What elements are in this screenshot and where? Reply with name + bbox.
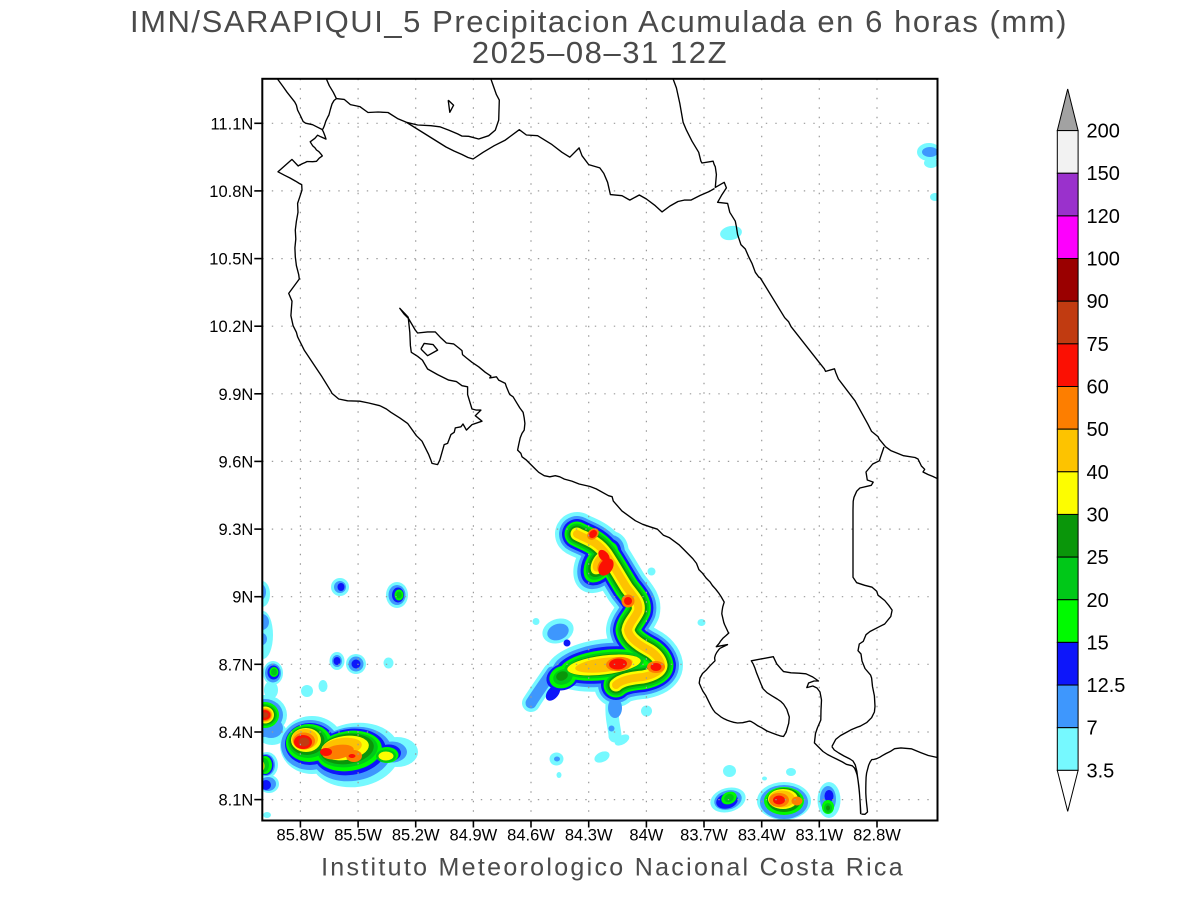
svg-text:85.8W: 85.8W	[277, 827, 325, 845]
svg-text:85.2W: 85.2W	[392, 827, 440, 845]
svg-text:83.1W: 83.1W	[795, 827, 843, 845]
svg-text:8.7N: 8.7N	[218, 656, 253, 674]
svg-text:40: 40	[1087, 462, 1109, 484]
svg-text:60: 60	[1087, 377, 1109, 399]
svg-text:10.5N: 10.5N	[209, 251, 253, 269]
svg-text:2025–08–31 12Z: 2025–08–31 12Z	[472, 35, 728, 70]
svg-text:IMN/SARAPIQUI_5 Precipitacion: IMN/SARAPIQUI_5 Precipitacion Acumulada …	[130, 4, 1068, 39]
svg-text:9.9N: 9.9N	[218, 386, 253, 404]
svg-text:15: 15	[1087, 632, 1109, 654]
svg-text:50: 50	[1087, 419, 1109, 441]
svg-text:9.3N: 9.3N	[218, 521, 253, 539]
svg-text:120: 120	[1087, 206, 1120, 228]
svg-text:90: 90	[1087, 291, 1109, 313]
svg-text:84.9W: 84.9W	[450, 827, 498, 845]
svg-text:12.5: 12.5	[1087, 675, 1126, 697]
svg-text:85.5W: 85.5W	[334, 827, 382, 845]
svg-text:82.8W: 82.8W	[853, 827, 901, 845]
svg-text:100: 100	[1087, 249, 1120, 271]
svg-text:75: 75	[1087, 334, 1109, 356]
svg-text:84.3W: 84.3W	[565, 827, 613, 845]
svg-text:83.7W: 83.7W	[680, 827, 728, 845]
svg-text:83.4W: 83.4W	[738, 827, 786, 845]
svg-text:10.2N: 10.2N	[209, 318, 253, 336]
svg-text:20: 20	[1087, 590, 1109, 612]
svg-text:9.6N: 9.6N	[218, 453, 253, 471]
svg-text:84.6W: 84.6W	[507, 827, 555, 845]
svg-text:3.5: 3.5	[1087, 760, 1115, 782]
svg-text:8.1N: 8.1N	[218, 792, 253, 810]
svg-text:150: 150	[1087, 163, 1120, 185]
svg-text:200: 200	[1087, 121, 1120, 143]
svg-text:30: 30	[1087, 504, 1109, 526]
svg-text:10.8N: 10.8N	[209, 183, 253, 201]
svg-text:11.1N: 11.1N	[210, 115, 253, 133]
svg-text:7: 7	[1087, 718, 1098, 740]
svg-text:8.4N: 8.4N	[218, 724, 253, 742]
svg-text:Instituto Meteorologico Nacion: Instituto Meteorologico Nacional Costa R…	[321, 854, 905, 882]
svg-text:9N: 9N	[232, 589, 253, 607]
svg-text:25: 25	[1087, 547, 1109, 569]
svg-text:84W: 84W	[629, 827, 663, 845]
